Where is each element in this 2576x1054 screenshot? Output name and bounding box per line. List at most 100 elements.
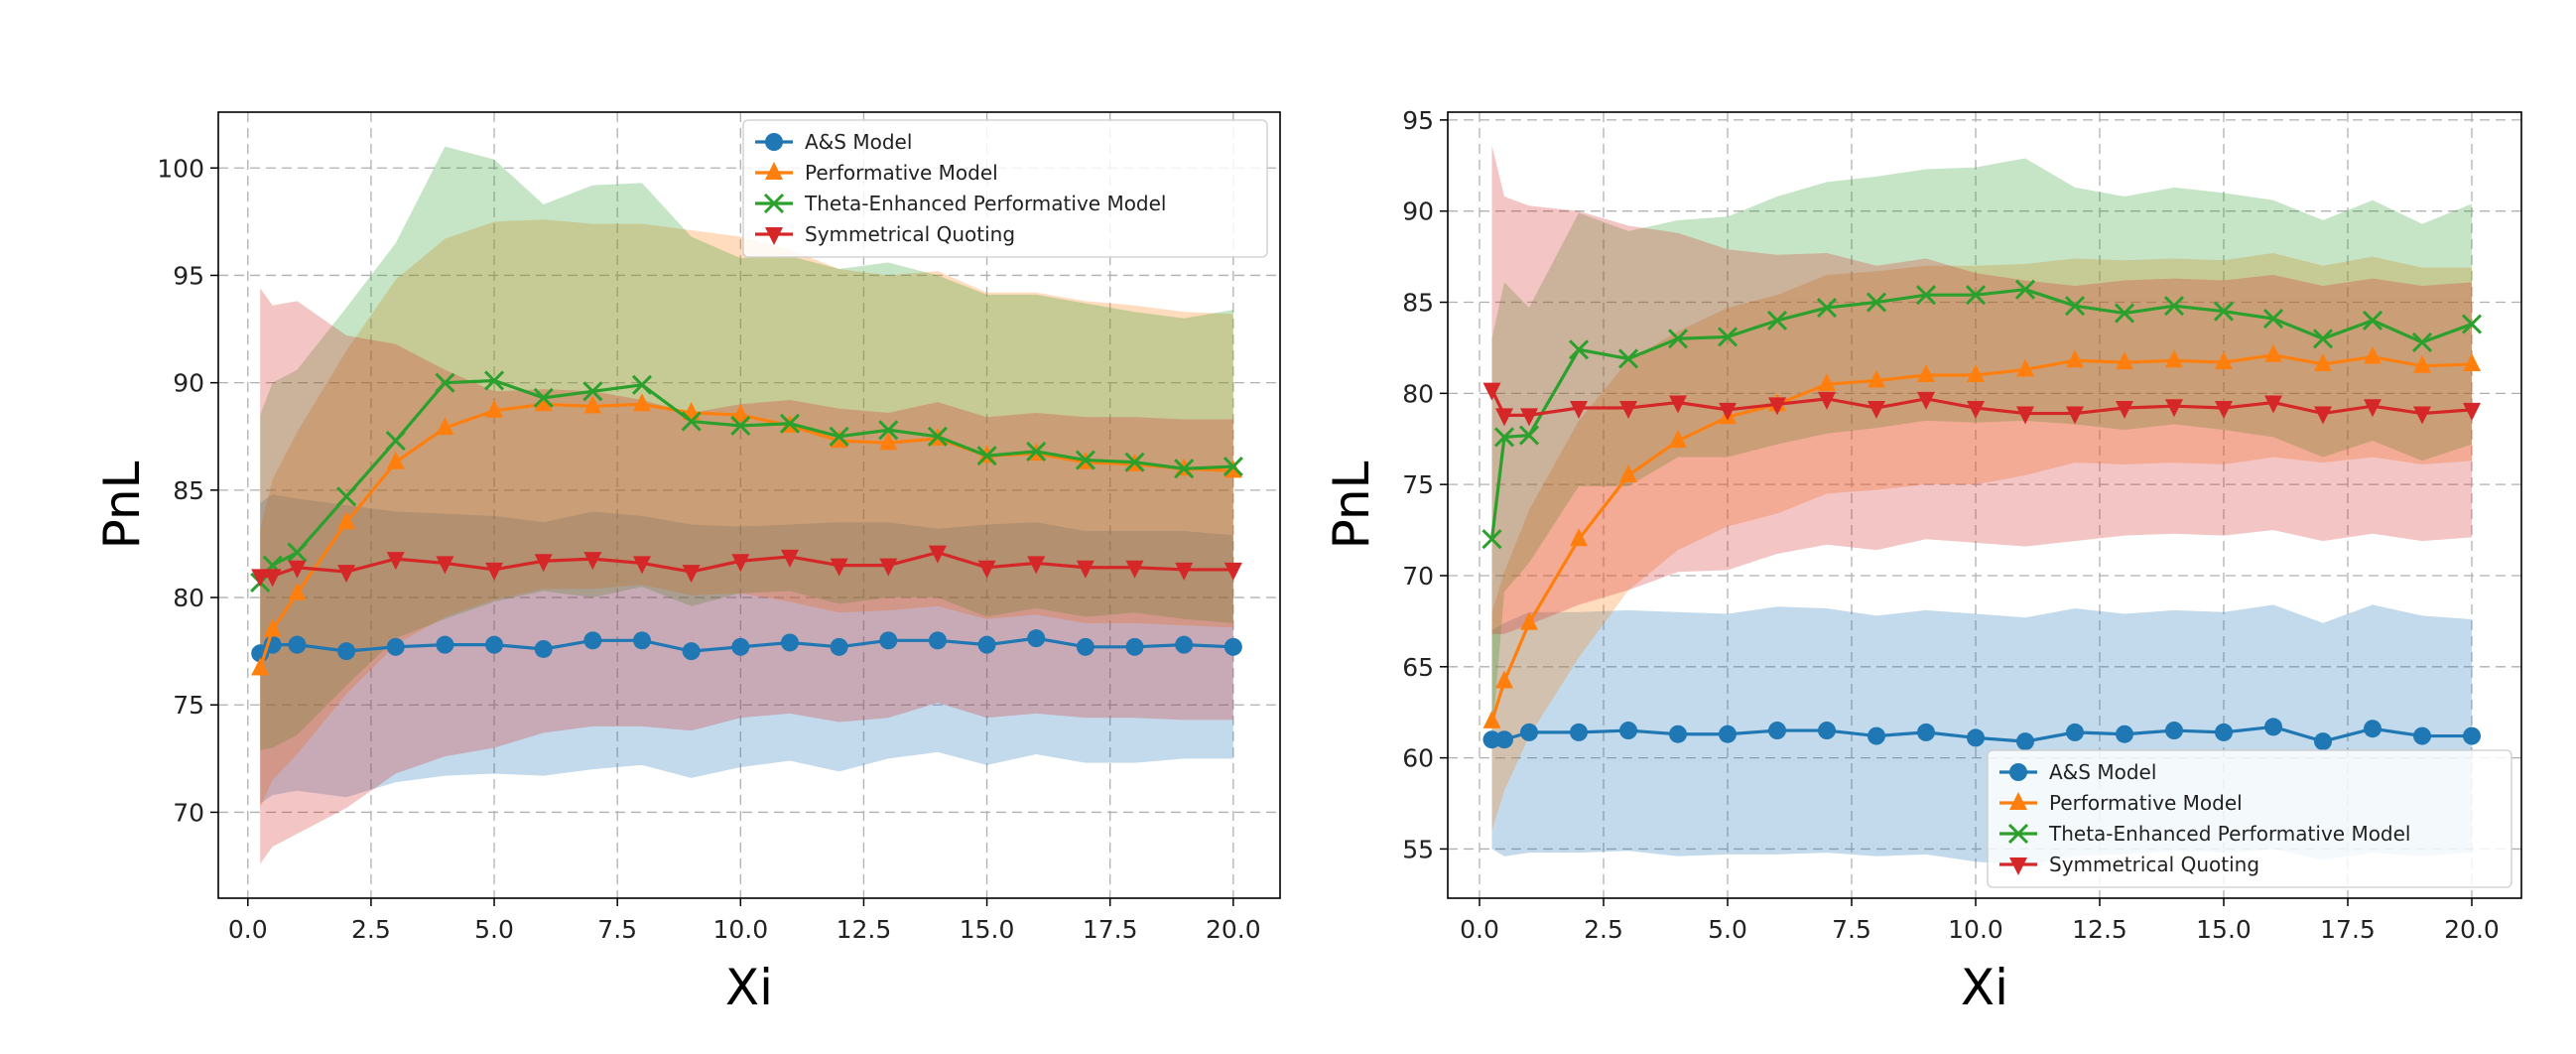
data-point: [2413, 354, 2431, 373]
data-point: [780, 633, 799, 652]
data-point: [1493, 427, 1515, 448]
data-point: [583, 395, 602, 414]
data-point: [2116, 725, 2133, 743]
data-point: [633, 631, 652, 650]
data-point: [485, 399, 504, 418]
data-point: [288, 560, 307, 579]
data-point: [1125, 560, 1144, 579]
data-point: [1224, 562, 1242, 581]
y-tick-label: 55: [1402, 835, 1434, 863]
data-point: [534, 393, 553, 412]
data-point: [2165, 722, 2183, 740]
data-point: [927, 426, 948, 447]
axes-frame: [217, 111, 1281, 899]
data-point: [830, 558, 848, 577]
legend: A&S Model Performative Model Theta-Enhance…: [1987, 749, 2512, 888]
data-point: [2314, 406, 2332, 425]
data-point: [2116, 351, 2133, 370]
data-point: [386, 552, 405, 571]
data-point: [337, 642, 356, 661]
y-tick-label: 90: [1402, 198, 1434, 226]
confidence-band: [1491, 252, 2472, 832]
x-tick-label: 7.5: [1832, 915, 1871, 944]
x-tick-label: 0.0: [228, 915, 268, 944]
data-point: [1719, 402, 1737, 421]
data-point: [1481, 529, 1502, 550]
data-point: [582, 381, 603, 402]
data-point: [1667, 329, 1689, 349]
data-point: [1124, 452, 1145, 472]
data-point: [631, 374, 653, 395]
data-point: [2066, 723, 2084, 741]
data-point: [2411, 331, 2433, 352]
data-point: [2215, 723, 2233, 741]
x-tick-label: 20.0: [1206, 915, 1261, 944]
x-tick-label: 2.5: [1584, 915, 1623, 944]
y-tick-label: 75: [1402, 470, 1434, 499]
data-point: [2413, 726, 2431, 745]
data-point: [1482, 730, 1501, 749]
series-line: [1489, 288, 2473, 540]
data-point: [1818, 373, 1836, 392]
data-point: [2362, 310, 2383, 330]
legend-marker: [2009, 857, 2027, 875]
data-point: [1818, 722, 1836, 740]
data-point: [928, 545, 947, 564]
legend-box: [1987, 749, 2512, 888]
data-point: [681, 411, 702, 432]
data-point: [1223, 456, 1243, 477]
confidence-band: [260, 288, 1233, 864]
data-point: [1768, 722, 1786, 740]
data-point: [976, 446, 997, 466]
data-point: [2463, 352, 2481, 371]
legend-box: [742, 119, 1268, 258]
data-point: [829, 426, 849, 447]
data-point: [2016, 732, 2034, 751]
y-tick-label: 80: [1402, 379, 1434, 408]
data-point: [1482, 382, 1501, 401]
data-point: [1570, 723, 1588, 741]
data-point: [879, 558, 898, 577]
legend-label: Performative Model: [805, 161, 998, 185]
data-point: [1866, 292, 1887, 313]
data-point: [485, 562, 504, 581]
data-point: [928, 631, 947, 650]
legend-marker: [765, 227, 783, 245]
data-point: [879, 432, 898, 451]
data-point: [385, 431, 406, 452]
y-tick-label: 90: [173, 369, 204, 398]
data-point: [2364, 399, 2382, 418]
legend-marker: [765, 133, 783, 151]
data-point: [977, 560, 996, 579]
data-point: [1917, 723, 1935, 741]
y-tick-label: 70: [173, 798, 204, 827]
x-tick-label: 5.0: [1708, 915, 1747, 944]
data-point: [337, 511, 356, 530]
data-point: [251, 657, 270, 676]
data-point: [2016, 358, 2034, 377]
data-point: [2215, 351, 2233, 370]
x-tick-label: 12.5: [837, 915, 892, 944]
data-point: [730, 415, 751, 436]
data-point: [1917, 391, 1935, 410]
data-point: [1965, 285, 1987, 306]
data-point: [436, 417, 454, 436]
data-point: [386, 637, 405, 656]
data-point: [1619, 401, 1637, 420]
data-point: [337, 565, 356, 584]
data-point: [1717, 327, 1739, 347]
data-point: [2116, 401, 2133, 420]
series-line: [1489, 353, 2473, 723]
data-point: [830, 637, 848, 656]
x-tick-label: 0.0: [1460, 915, 1499, 944]
data-point: [1669, 395, 1687, 414]
data-point: [534, 554, 553, 573]
data-point: [251, 569, 270, 588]
right-chart: 0.0 2.5 5.0 7.5 10.0 12.5 15.0 17.5 20.0 55 60 65 70…: [1323, 106, 2522, 1016]
data-point: [1027, 629, 1046, 648]
x-tick-label: 17.5: [2320, 915, 2376, 944]
confidence-band: [1491, 145, 2472, 634]
series-line: [258, 378, 1233, 584]
data-point: [1495, 670, 1513, 689]
data-point: [1967, 363, 1985, 382]
